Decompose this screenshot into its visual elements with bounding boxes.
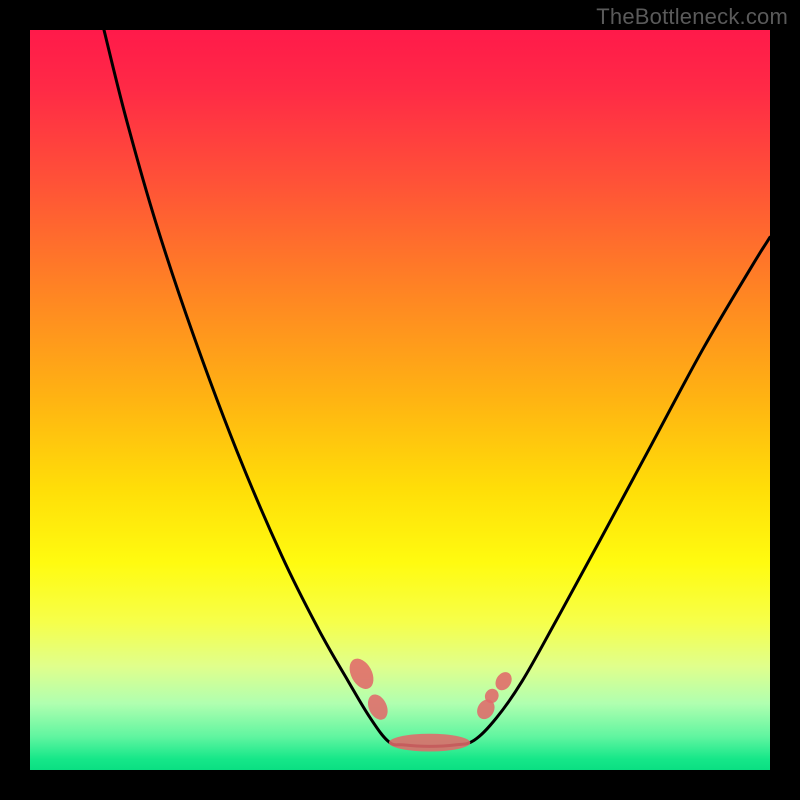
- chart-frame: TheBottleneck.com: [0, 0, 800, 800]
- highlight-blob-2: [389, 734, 470, 752]
- bottleneck-curve-chart: [30, 30, 770, 770]
- plot-area: [30, 30, 770, 770]
- watermark-text: TheBottleneck.com: [596, 4, 788, 30]
- gradient-background: [30, 30, 770, 770]
